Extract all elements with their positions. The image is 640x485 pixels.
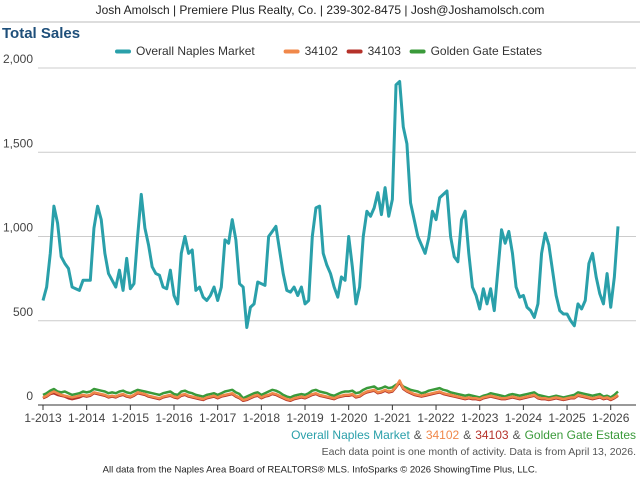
footer-series-name: 34102 (426, 428, 460, 442)
x-tick-label: 1-2022 (417, 411, 455, 425)
legend-label: Overall Naples Market (136, 44, 255, 58)
y-tick-label: 0 (26, 389, 33, 403)
legend: Overall Naples Market 34102 34103 Golden Ga… (115, 44, 542, 58)
legend-swatch (115, 49, 131, 54)
source: All data from the Naples Area Board of R… (103, 465, 538, 476)
x-tick-label: 1-2015 (112, 411, 150, 425)
header: Josh Amolsch | Premiere Plus Realty, Co.… (96, 3, 545, 17)
legend-swatch (346, 49, 363, 54)
x-tick-label: 1-2023 (461, 411, 499, 425)
x-tick-label: 1-2018 (243, 411, 281, 425)
series-line (42, 381, 619, 400)
x-tick-label: 1-2017 (199, 411, 237, 425)
y-tick-label: 500 (13, 305, 33, 319)
note: Each data point is one month of activity… (322, 446, 636, 458)
footer-series-name: Overall Naples Market (291, 428, 410, 442)
x-tick-label: 1-2020 (330, 411, 368, 425)
x-tick-label: 1-2025 (548, 411, 586, 425)
x-tick-label: 1-2014 (68, 411, 106, 425)
footer-series-name: Golden Gate Estates (525, 428, 636, 442)
series-line (41, 79, 620, 329)
x-tick-label: 1-2019 (286, 411, 324, 425)
footer-separator: & (414, 428, 422, 442)
footer-series-name: 34103 (475, 428, 509, 442)
legend-swatch (409, 49, 426, 54)
y-tick-label: 1,000 (3, 221, 33, 235)
x-tick-label: 1-2021 (374, 411, 412, 425)
legend-label: 34103 (368, 44, 402, 58)
x-tick-label: 1-2016 (155, 411, 193, 425)
x-tick-label: 1-2024 (505, 411, 543, 425)
footer-separator: & (513, 428, 521, 442)
y-tick-label: 2,000 (3, 52, 33, 66)
y-tick-label: 1,500 (3, 136, 33, 150)
x-tick-label: 1-2013 (24, 411, 62, 425)
chart-title: Total Sales (2, 25, 80, 42)
legend-swatch (283, 49, 300, 54)
x-tick-label: 1-2026 (592, 411, 630, 425)
legend-label: Golden Gate Estates (431, 44, 542, 58)
plot-area: 0 500 1,000 1,500 2,000 1-2013 1-2014 1-2015 1-2… (3, 52, 636, 425)
series-line (42, 379, 619, 402)
legend-label: 34102 (305, 44, 339, 58)
footer-series: Overall Naples Market & 34102 & 34103 & Golden… (291, 428, 636, 442)
footer-separator: & (463, 428, 471, 442)
